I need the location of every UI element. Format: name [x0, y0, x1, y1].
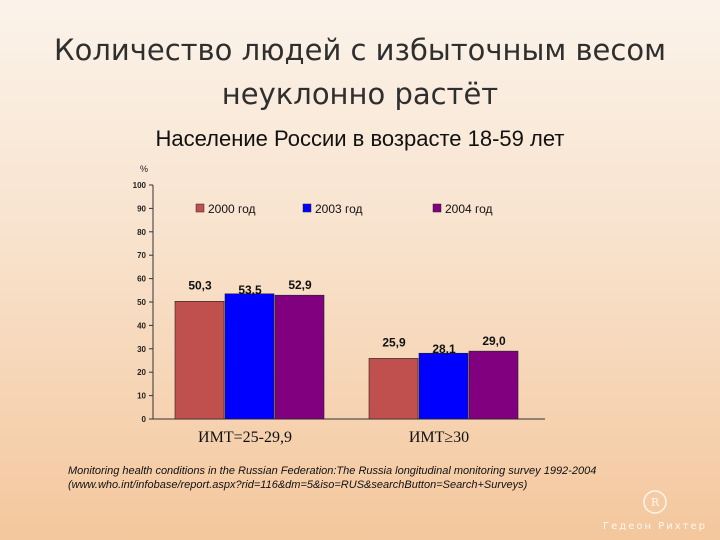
- title-line-2: неуклонно растёт: [221, 77, 499, 111]
- logo-text: Гедеон Рихтер: [603, 521, 707, 532]
- y-tick-label: 60: [137, 275, 146, 284]
- y-tick-label: 80: [137, 228, 146, 237]
- logo-emblem-icon: R: [643, 490, 667, 514]
- svg-text:R: R: [651, 496, 660, 509]
- y-tick-label: 30: [137, 345, 146, 354]
- bar-value-label: 25,9: [382, 335, 406, 349]
- bar-value-label: 29,0: [482, 334, 506, 348]
- bar-value-label: 28,1: [432, 342, 456, 356]
- bar-value-label: 53,5: [238, 283, 262, 297]
- legend-swatch-1: [195, 203, 205, 213]
- x-category-label: ИМТ≥30: [409, 429, 469, 446]
- bar-value-label: 50,3: [188, 278, 212, 292]
- x-category-label: ИМТ=25-29,9: [198, 429, 292, 446]
- y-tick-label: 50: [137, 298, 146, 307]
- y-tick-label: 10: [137, 392, 146, 401]
- y-tick-label: 90: [137, 204, 146, 213]
- bar-value-label: 52,9: [288, 278, 312, 292]
- chart-subtitle: Население России в возрасте 18-59 лет: [155, 126, 565, 151]
- y-tick-label: 40: [137, 321, 146, 330]
- y-tick-label: 70: [137, 251, 146, 260]
- slide-title: Количество людей с избыточным весом неук…: [20, 28, 700, 116]
- title-line-1: Количество людей с избыточным весом: [54, 33, 666, 67]
- y-axis-unit: %: [140, 164, 148, 174]
- legend-swatch-2: [302, 203, 312, 213]
- y-tick-label: 20: [137, 368, 146, 377]
- bar-2-2: [418, 352, 469, 420]
- y-tick-label: 100: [133, 181, 147, 190]
- legend-label-1: 2000 год: [208, 202, 256, 216]
- gedeon-richter-logo: R Гедеон Рихтер: [600, 484, 710, 534]
- legend-label-3: 2004 год: [445, 202, 493, 216]
- y-tick-label: 0: [142, 415, 147, 424]
- source-citation: Monitoring health conditions in the Russ…: [68, 465, 597, 491]
- bar-1-1: [174, 300, 225, 420]
- legend-label-2: 2003 год: [315, 202, 363, 216]
- bar-2-1: [224, 293, 275, 420]
- legend-swatch-3: [432, 203, 442, 213]
- bar-1-2: [368, 358, 419, 420]
- bar-3-1: [274, 294, 325, 420]
- bar-3-2: [468, 350, 519, 420]
